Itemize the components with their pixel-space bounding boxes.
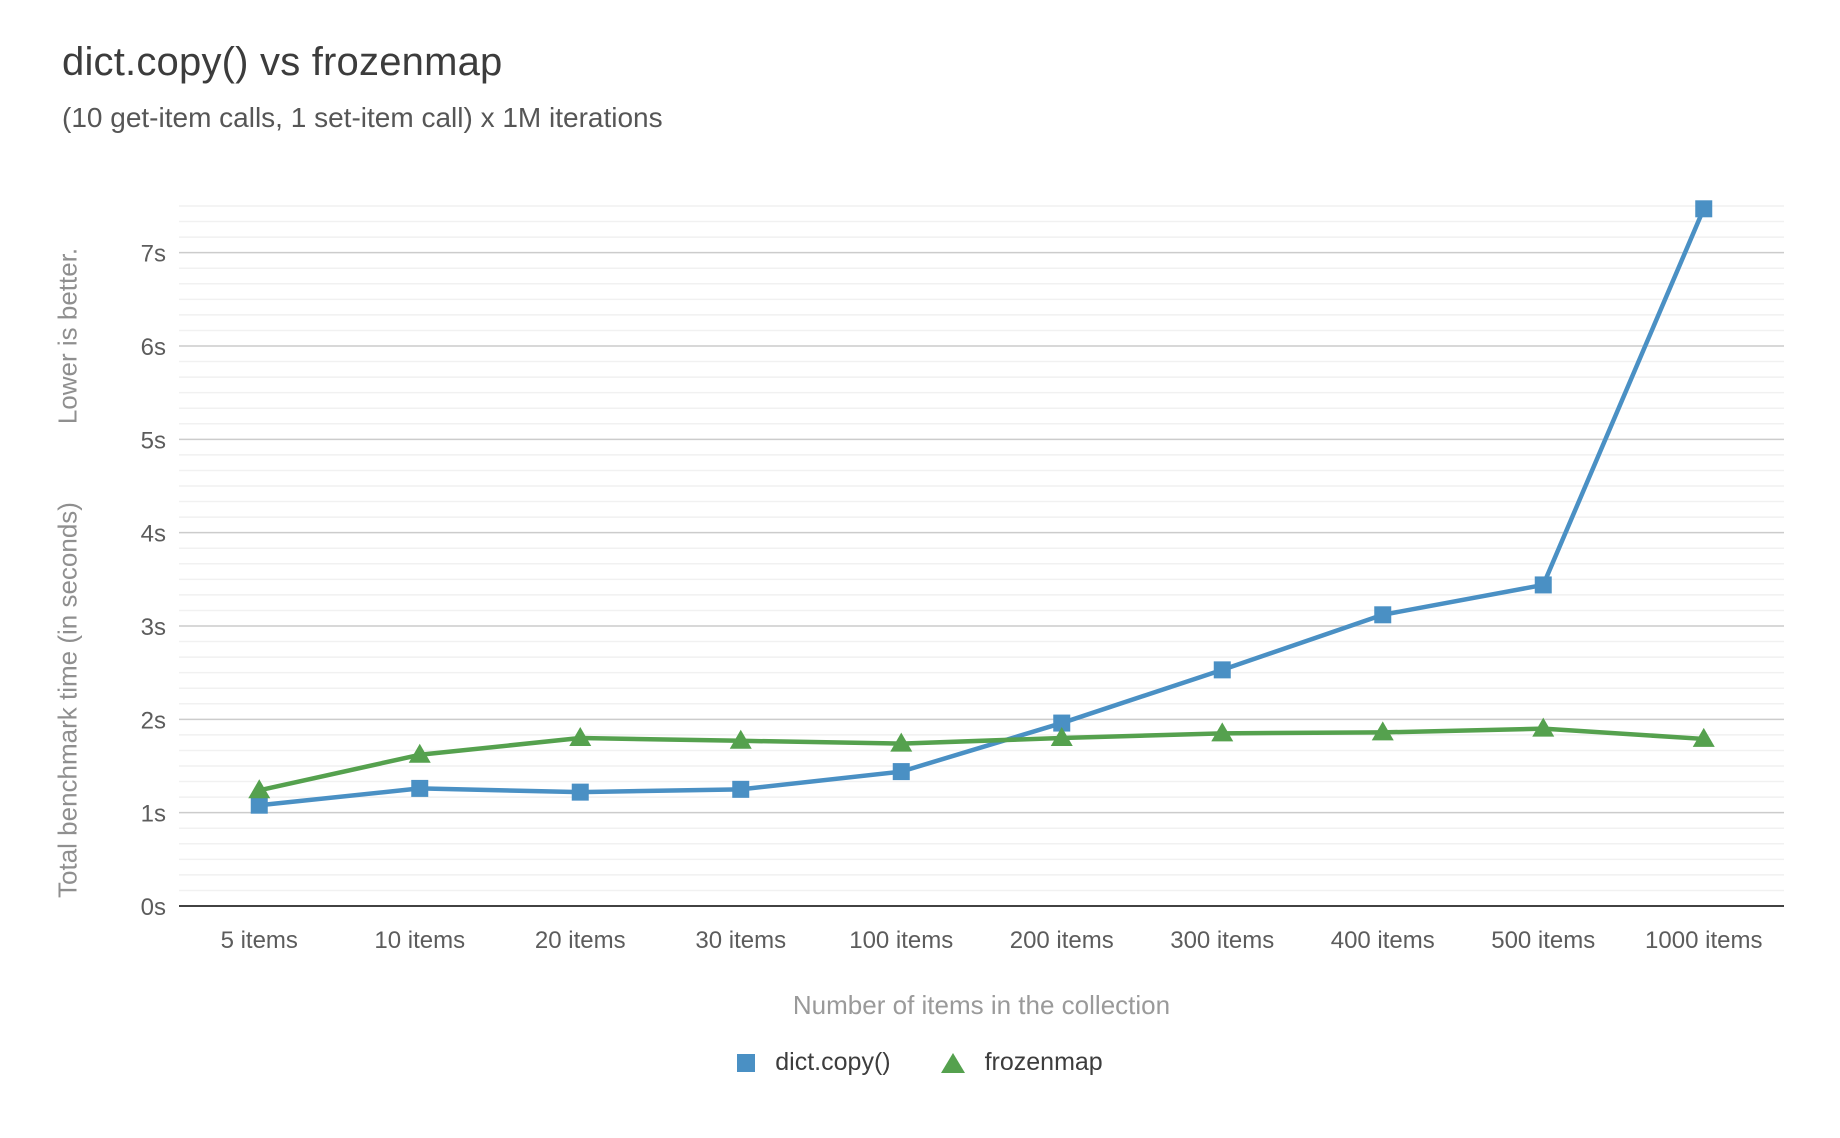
data-point-marker[interactable] bbox=[892, 763, 910, 781]
x-tick-label: 1000 items bbox=[1645, 927, 1762, 954]
y-tick-label: 3s bbox=[141, 614, 166, 641]
x-tick-label: 200 items bbox=[1010, 927, 1114, 954]
legend-label-dict-copy: dict.copy() bbox=[775, 1048, 891, 1076]
data-point-marker[interactable] bbox=[1532, 717, 1555, 737]
data-point-marker[interactable] bbox=[569, 727, 592, 746]
data-point-marker[interactable] bbox=[729, 729, 752, 749]
data-point-marker[interactable] bbox=[732, 780, 750, 798]
series-line-frozenmap bbox=[257, 726, 1706, 793]
data-point-marker[interactable] bbox=[408, 743, 431, 763]
data-point-marker[interactable] bbox=[1050, 727, 1073, 746]
x-tick-label: 10 items bbox=[374, 927, 465, 954]
x-axis-title: Number of items in the collection bbox=[792, 990, 1171, 1020]
x-tick-label: 400 items bbox=[1331, 927, 1435, 954]
y-tick-label: 6s bbox=[141, 334, 166, 361]
data-point-marker[interactable] bbox=[1211, 722, 1234, 742]
legend-label-frozenmap: frozenmap bbox=[984, 1048, 1103, 1076]
y-tick-label: 4s bbox=[141, 521, 166, 548]
x-tick-label: 20 items bbox=[535, 927, 626, 954]
data-point-marker[interactable] bbox=[1213, 661, 1231, 679]
data-point-marker[interactable] bbox=[1534, 576, 1552, 594]
dict-copy-square-swatch-icon bbox=[737, 1053, 756, 1072]
data-point-marker[interactable] bbox=[1692, 727, 1715, 747]
y-tick-label: 7s bbox=[141, 241, 166, 268]
y-tick-label: 1s bbox=[141, 801, 166, 828]
x-tick-label: 30 items bbox=[695, 927, 786, 954]
x-tick-label: 5 items bbox=[221, 927, 298, 954]
data-point-marker[interactable] bbox=[1371, 721, 1394, 741]
data-point-marker[interactable] bbox=[1695, 200, 1713, 218]
x-tick-label: 100 items bbox=[849, 927, 953, 954]
y-tick-label: 0s bbox=[141, 894, 166, 921]
chart-canvas: 0s 1s 2s 3s 4s 5s 6s 7s 5 items 10 items 20 items 3… bbox=[141, 200, 1784, 954]
y-tick-label: 2s bbox=[141, 707, 166, 734]
data-point-marker[interactable] bbox=[1053, 714, 1071, 732]
legend-item-dict-copy[interactable]: dict.copy() bbox=[737, 1048, 891, 1077]
x-tick-label: 300 items bbox=[1170, 927, 1274, 954]
data-point-marker[interactable] bbox=[571, 783, 589, 801]
legend: dict.copy() frozenmap bbox=[0, 1048, 1840, 1077]
data-point-marker[interactable] bbox=[411, 779, 429, 797]
data-point-marker[interactable] bbox=[248, 779, 271, 799]
y-tick-label: 5s bbox=[141, 427, 166, 454]
data-point-marker[interactable] bbox=[1374, 606, 1392, 624]
page-title: dict.copy() vs frozenmap bbox=[62, 40, 503, 84]
frozenmap-triangle-swatch-icon bbox=[940, 1052, 965, 1073]
chart-subtitle: (10 get-item calls, 1 set-item call) x 1… bbox=[62, 102, 663, 133]
data-point-marker[interactable] bbox=[890, 732, 913, 752]
legend-item-frozenmap[interactable]: frozenmap bbox=[940, 1048, 1103, 1077]
data-point-marker[interactable] bbox=[250, 796, 268, 814]
series-line-dict-copy- bbox=[257, 206, 1706, 808]
x-tick-label: 500 items bbox=[1491, 927, 1595, 954]
